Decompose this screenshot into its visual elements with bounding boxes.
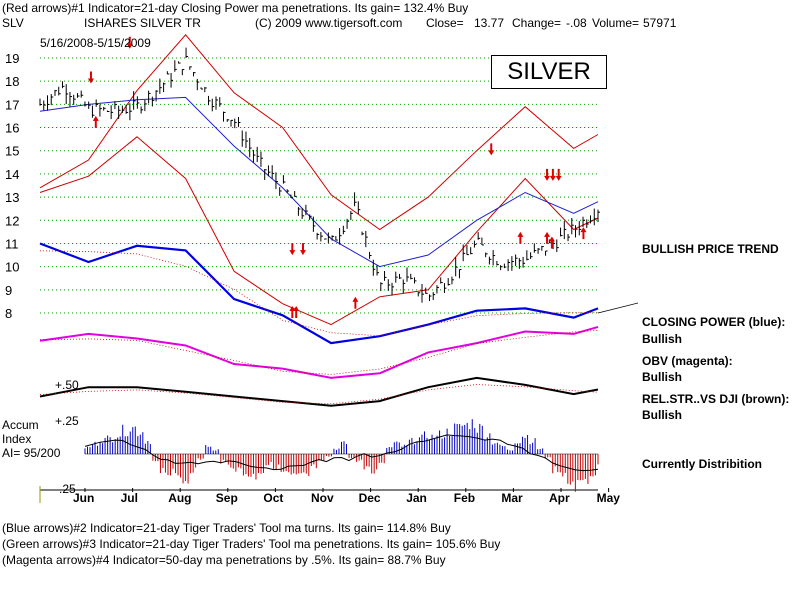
obv-label: OBV (magenta): xyxy=(642,354,733,368)
price-gridlines xyxy=(40,57,598,314)
closing-power-label: CLOSING POWER (blue): xyxy=(642,315,786,329)
accum-status: Currently Distribition xyxy=(642,457,763,471)
sell-arrow xyxy=(299,243,306,256)
header-indicator-1: (Red arrows)#1 Indicator=21-day Closing … xyxy=(2,1,469,15)
series-obv xyxy=(39,325,599,379)
x-tick-label: May xyxy=(597,491,621,505)
x-tick-label: Apr xyxy=(549,491,570,505)
x-tick-label: Oct xyxy=(263,491,283,505)
volume-value: 57971 xyxy=(643,16,677,30)
change-label: Change= xyxy=(512,16,562,30)
y-tick-label: 19 xyxy=(5,51,19,66)
x-tick-label: Mar xyxy=(501,491,523,505)
series-ma-rel-str-vs-dji xyxy=(39,384,599,405)
buy-arrow xyxy=(548,236,555,249)
x-tick-label: Dec xyxy=(359,491,381,505)
sell-arrow xyxy=(549,168,556,181)
date-range: 5/16/2008-5/15/2009 xyxy=(40,36,151,50)
ai-value: AI= 95/200 xyxy=(2,446,61,460)
index-label: Index xyxy=(2,432,32,446)
series-closing-power xyxy=(39,242,599,345)
y-tick-label: 11 xyxy=(5,236,19,251)
y-tick-label: 13 xyxy=(5,190,19,205)
y-tick-label: 17 xyxy=(5,97,19,112)
series-rel-str-vs-dji xyxy=(39,376,599,407)
y-tick-label: 8 xyxy=(5,306,12,321)
security-name: ISHARES SILVER TR xyxy=(84,16,201,30)
footer-indicator-2: (Blue arrows)#2 Indicator=21-day Tiger T… xyxy=(2,521,451,535)
close-value: 13.77 xyxy=(474,16,505,30)
accum-ma-line xyxy=(84,434,599,472)
rel-str-value: Bullish xyxy=(642,408,683,422)
buy-arrow xyxy=(517,231,524,244)
accum-top-tick: +.25 xyxy=(55,414,79,428)
series-layer xyxy=(39,34,599,407)
x-tick-label: Nov xyxy=(311,491,334,505)
x-tick-label: Jun xyxy=(73,491,94,505)
close-label: Close= xyxy=(426,16,464,30)
x-tick-label: Feb xyxy=(454,491,475,505)
accum-bottom-tick: -.25 xyxy=(55,482,76,496)
sell-arrow xyxy=(126,36,133,49)
y-tick-label: 12 xyxy=(5,213,19,228)
x-tick-label: Aug xyxy=(168,491,191,505)
x-tick-label: Sep xyxy=(216,491,238,505)
series-lower-band xyxy=(39,136,599,326)
y-tick-label: 14 xyxy=(5,167,19,182)
closing-power-value: Bullish xyxy=(642,332,683,346)
y-tick-label: 15 xyxy=(5,144,19,159)
sell-arrow xyxy=(289,243,296,256)
series-upper-band xyxy=(39,34,599,231)
y-tick-label: 9 xyxy=(5,283,12,298)
change-value: -.08 xyxy=(566,16,587,30)
volume-label: Volume= xyxy=(592,16,640,30)
copyright: (C) 2009 www.tigersoft.com xyxy=(255,16,403,30)
series-ma-closing-power xyxy=(39,250,598,337)
buy-arrow xyxy=(352,296,359,309)
series-ma-obv xyxy=(39,330,599,375)
buy-arrow xyxy=(293,306,300,318)
bullish-price-trend: BULLISH PRICE TREND xyxy=(642,242,779,256)
sell-arrow xyxy=(544,168,551,181)
sell-arrow xyxy=(488,143,495,156)
y-tick-label: 16 xyxy=(5,121,19,136)
x-tick-label: Jul xyxy=(121,491,138,505)
buy-arrow xyxy=(580,227,587,240)
footer-indicator-4: (Magenta arrows)#4 Indicator=50-day ma p… xyxy=(2,553,446,567)
symbol: SLV xyxy=(2,16,24,30)
accum-label: Accum xyxy=(2,418,39,432)
buy-arrow xyxy=(544,231,551,244)
relstr-tick: +.50 xyxy=(55,378,79,392)
price-axis-labels: 8 9 10 11 12 13 14 15 16 17 18 19 xyxy=(5,51,19,321)
month-axis-labels: Jun Jul Aug Sep Oct Nov Dec Jan Feb Mar Apr May xyxy=(40,488,620,505)
accum-index-histogram xyxy=(84,419,599,492)
buy-arrow xyxy=(289,306,296,318)
obv-value: Bullish xyxy=(642,370,683,384)
sell-arrow xyxy=(87,71,94,84)
y-tick-label: 10 xyxy=(5,260,19,275)
sell-arrow xyxy=(555,168,562,181)
rel-str-label: REL.STR..VS DJI (brown): xyxy=(642,392,790,406)
buy-arrow xyxy=(92,115,99,128)
price-bars xyxy=(39,47,600,303)
x-tick-label: Jan xyxy=(406,491,427,505)
signal-arrows xyxy=(87,36,587,318)
footer-indicator-3: (Green arrows)#3 Indicator=21-day Tiger … xyxy=(2,537,501,551)
y-tick-label: 18 xyxy=(5,74,19,89)
series-50-day-ma xyxy=(39,96,599,268)
silver-title-box: SILVER xyxy=(491,55,607,89)
trend-callout-line xyxy=(597,302,639,314)
